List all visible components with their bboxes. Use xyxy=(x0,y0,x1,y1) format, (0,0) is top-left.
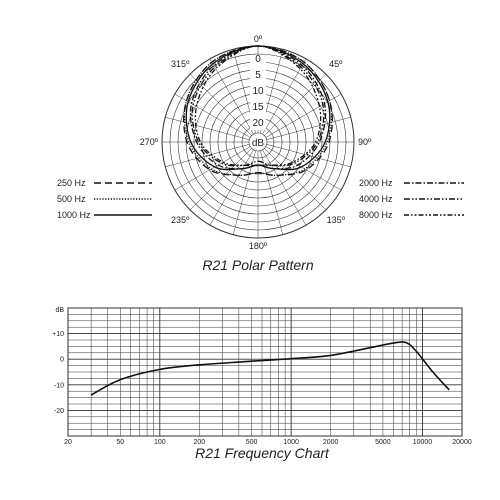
freq-y-tick-label: -20 xyxy=(54,408,64,415)
polar-grid-spoke xyxy=(232,149,257,235)
legend-label: 2000 Hz xyxy=(359,178,393,188)
legend-label: 4000 Hz xyxy=(359,194,393,204)
freq-x-tick-label: 1000 xyxy=(283,439,299,446)
freq-y-tick-label: 0 xyxy=(60,357,64,364)
freq-y-tick-label: -10 xyxy=(54,382,64,389)
polar-series-2000hz xyxy=(189,45,327,170)
frequency-chart-title: R21 Frequency Chart xyxy=(195,445,330,461)
polar-grid-spoke xyxy=(265,143,351,168)
legend-label: 8000 Hz xyxy=(359,210,393,220)
polar-grid-spoke xyxy=(174,93,252,139)
freq-x-tick-label: 20000 xyxy=(452,439,472,446)
polar-grid-spoke xyxy=(261,58,307,136)
freq-x-tick-label: 50 xyxy=(116,439,124,446)
polar-center-label: dB xyxy=(252,138,265,149)
polar-grid-spoke xyxy=(264,93,342,139)
radial-tick-label: 10 xyxy=(252,86,264,97)
radial-tick-label: 5 xyxy=(255,70,261,81)
polar-grid-spoke xyxy=(209,148,255,226)
polar-angle-label: 180º xyxy=(249,241,268,251)
freq-response-curve xyxy=(90,341,450,396)
polar-grid-spoke xyxy=(165,116,251,141)
polar-angle-label: 45º xyxy=(329,59,343,69)
freq-x-tick-label: 10000 xyxy=(413,439,433,446)
freq-x-tick-label: 2000 xyxy=(323,439,339,446)
polar-angle-label: 135º xyxy=(327,215,346,225)
freq-x-tick-label: 5000 xyxy=(375,439,391,446)
radial-tick-label: 0 xyxy=(255,54,261,65)
freq-x-tick-label: 200 xyxy=(193,439,205,446)
polar-angle-label: 235º xyxy=(171,215,190,225)
freq-x-tick-label: 500 xyxy=(246,439,258,446)
polar-grid-spoke xyxy=(264,145,342,191)
polar-series-8000hz xyxy=(194,45,322,167)
polar-pattern-chart: 0 5 10 15 20 dB 0º 45º 90º 135º 180º 235º 270º 315º 25… xyxy=(57,34,464,251)
polar-grid-spoke xyxy=(209,58,255,136)
polar-grid-spoke xyxy=(263,147,327,211)
polar-angle-label: 270º xyxy=(140,137,159,147)
polar-series-4000hz xyxy=(191,45,325,167)
radial-tick-label: 20 xyxy=(252,118,264,129)
polar-angle-label: 315º xyxy=(171,59,190,69)
polar-series-250hz xyxy=(183,45,333,176)
freq-y-unit: dB xyxy=(55,307,64,314)
polar-grid-spoke xyxy=(259,149,284,235)
polar-angle-label: 0º xyxy=(254,34,263,44)
polar-grid-spoke xyxy=(189,147,253,211)
freq-x-tick-label: 20 xyxy=(64,439,72,446)
polar-grid-spoke xyxy=(189,73,253,137)
freq-x-tick-label: 100 xyxy=(154,439,166,446)
polar-grid-spoke xyxy=(265,116,351,141)
frequency-response-chart: dB +10 0 -10 -20 20 50 100 200 500 1000 2000 5000 100… xyxy=(52,307,472,446)
polar-center-circle xyxy=(248,132,268,152)
radial-tick-label: 15 xyxy=(252,102,264,113)
freq-y-tick-label: +10 xyxy=(52,331,64,338)
polar-grid-spoke xyxy=(165,143,251,168)
polar-series-1000hz xyxy=(185,45,331,171)
radial-label-backdrop xyxy=(250,56,266,130)
legend-label: 500 Hz xyxy=(57,194,86,204)
polar-angle-label: 90º xyxy=(358,137,372,147)
polar-grid-spoke xyxy=(263,73,327,137)
polar-grid-spoke xyxy=(174,145,252,191)
polar-grid-spoke xyxy=(261,148,307,226)
legend-label: 1000 Hz xyxy=(57,210,91,220)
polar-chart-title: R21 Polar Pattern xyxy=(202,257,313,273)
legend-label: 250 Hz xyxy=(57,178,86,188)
